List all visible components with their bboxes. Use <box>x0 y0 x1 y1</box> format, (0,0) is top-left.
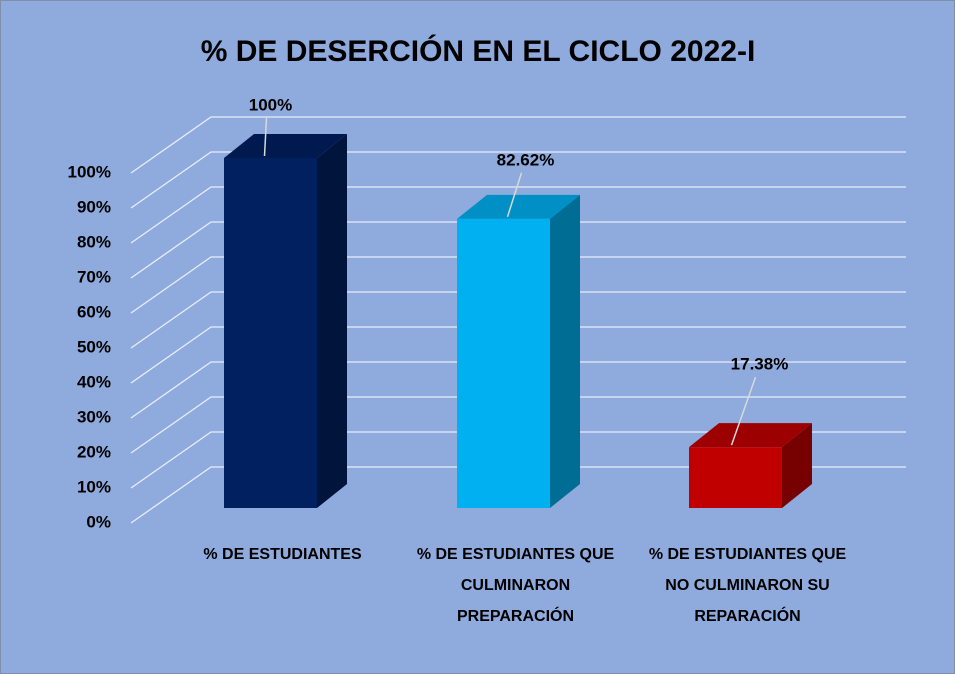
y-tick-label: 60% <box>77 302 111 321</box>
grid-line <box>130 116 906 174</box>
grid-line <box>130 431 906 489</box>
grid-line <box>130 466 906 524</box>
bar <box>224 158 317 508</box>
data-label: 82.62% <box>497 150 555 169</box>
grid-line <box>130 186 906 244</box>
data-label: 17.38% <box>731 355 789 374</box>
y-tick-label: 40% <box>77 372 111 391</box>
grid-line <box>130 361 906 419</box>
bar-side <box>317 134 347 508</box>
y-tick-label: 20% <box>77 442 111 461</box>
bar <box>457 218 550 508</box>
bar <box>689 447 782 508</box>
leader-line <box>263 117 268 157</box>
data-label: 100% <box>249 95 292 114</box>
grid-line <box>130 256 906 314</box>
x-tick-label: % DE ESTUDIANTES <box>203 546 362 563</box>
y-tick-label: 80% <box>77 232 111 251</box>
x-tick-label: % DE ESTUDIANTES QUE NO CULMINARON SU RE… <box>648 546 847 625</box>
y-tick-label: 0% <box>86 512 111 531</box>
x-tick-label: % DE ESTUDIANTES QUE CULMINARON PREPARAC… <box>416 546 615 625</box>
grid-line <box>130 291 906 349</box>
leader-line <box>730 376 757 446</box>
y-tick-label: 70% <box>77 267 111 286</box>
grid-line <box>130 151 906 209</box>
bar-top <box>457 194 580 219</box>
y-tick-label: 90% <box>77 197 111 216</box>
chart-title: % DE DESERCIÓN EN EL CICLO 2022-I <box>201 34 756 68</box>
bar-top <box>689 423 812 448</box>
bar-top <box>224 134 347 158</box>
grid-line <box>130 326 906 384</box>
grid-line <box>130 396 906 454</box>
bar-side <box>550 194 580 508</box>
y-tick-label: 10% <box>77 477 111 496</box>
bar-side <box>782 423 812 508</box>
y-tick-label: 100% <box>68 162 111 181</box>
leader-line <box>506 172 523 218</box>
y-tick-label: 50% <box>77 337 111 356</box>
y-tick-label: 30% <box>77 407 111 426</box>
grid-line <box>130 221 906 279</box>
